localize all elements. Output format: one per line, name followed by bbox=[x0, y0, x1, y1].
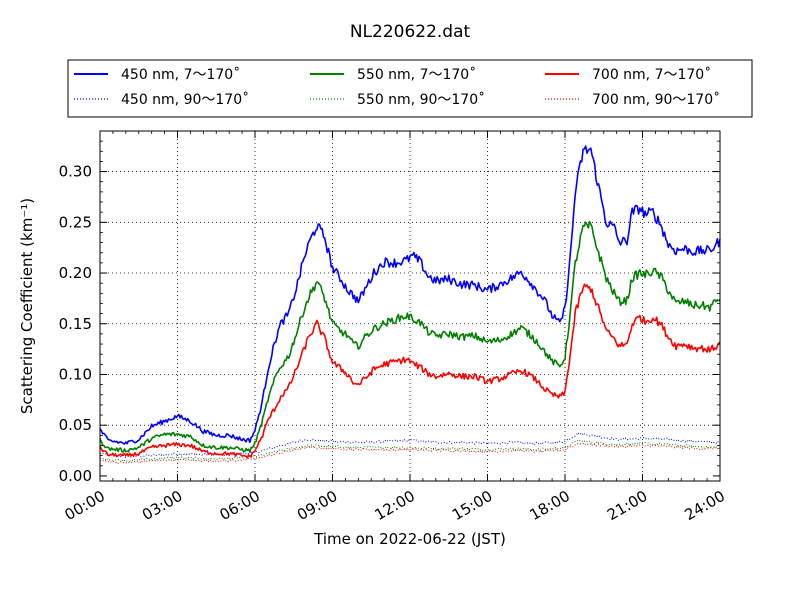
x-axis-label: Time on 2022-06-22 (JST) bbox=[313, 530, 506, 548]
x-tick-label: 18:00 bbox=[527, 487, 573, 524]
legend-label: 550 nm, 7～170˚ bbox=[357, 66, 476, 83]
legend: 450 nm, 7～170˚ 550 nm, 7～170˚ 700 nm, 7～17… bbox=[67, 59, 753, 118]
y-tick-label: 0.05 bbox=[59, 416, 92, 434]
legend-box bbox=[67, 59, 753, 118]
y-tick-label: 0.10 bbox=[59, 365, 92, 383]
y-tick-label: 0.30 bbox=[59, 163, 92, 181]
series-line-4 bbox=[99, 431, 721, 458]
legend-label: 450 nm, 7～170˚ bbox=[121, 66, 240, 83]
x-tick-label: 06:00 bbox=[217, 487, 263, 524]
grid-lines bbox=[100, 131, 720, 481]
plot-frame bbox=[99, 130, 721, 482]
series-line-2 bbox=[99, 220, 721, 453]
y-tick-labels: 0.00 0.05 0.10 0.15 0.20 0.25 0.30 bbox=[59, 163, 92, 485]
y-tick-label: 0.15 bbox=[59, 315, 92, 333]
y-tick-label: 0.20 bbox=[59, 264, 92, 282]
x-tick-label: 00:00 bbox=[62, 487, 108, 524]
legend-label: 550 nm, 90～170˚ bbox=[357, 91, 485, 108]
series-lines bbox=[99, 145, 721, 464]
x-tick-labels: 00:00 03:00 06:00 09:00 12:00 15:00 18:00 21:00… bbox=[62, 487, 728, 524]
x-tick-label: 03:00 bbox=[139, 487, 185, 524]
x-tick-label: 24:00 bbox=[682, 487, 728, 524]
y-axis-label: Scattering Coefficient (km⁻¹) bbox=[18, 198, 36, 414]
legend-label: 450 nm, 90～170˚ bbox=[121, 91, 249, 108]
legend-label: 700 nm, 90～170˚ bbox=[592, 91, 720, 108]
x-tick-label: 09:00 bbox=[294, 487, 340, 524]
x-tick-label: 12:00 bbox=[372, 487, 418, 524]
chart-title: NL220622.dat bbox=[350, 22, 471, 42]
x-tick-label: 21:00 bbox=[604, 487, 650, 524]
series-line-1 bbox=[99, 145, 721, 445]
y-tick-label: 0.00 bbox=[59, 467, 92, 485]
y-tick-label: 0.25 bbox=[59, 213, 92, 231]
series-line-6 bbox=[99, 442, 721, 464]
series-line-3 bbox=[99, 283, 721, 459]
x-tick-label: 15:00 bbox=[449, 487, 495, 524]
legend-label: 700 nm, 7～170˚ bbox=[592, 66, 711, 83]
